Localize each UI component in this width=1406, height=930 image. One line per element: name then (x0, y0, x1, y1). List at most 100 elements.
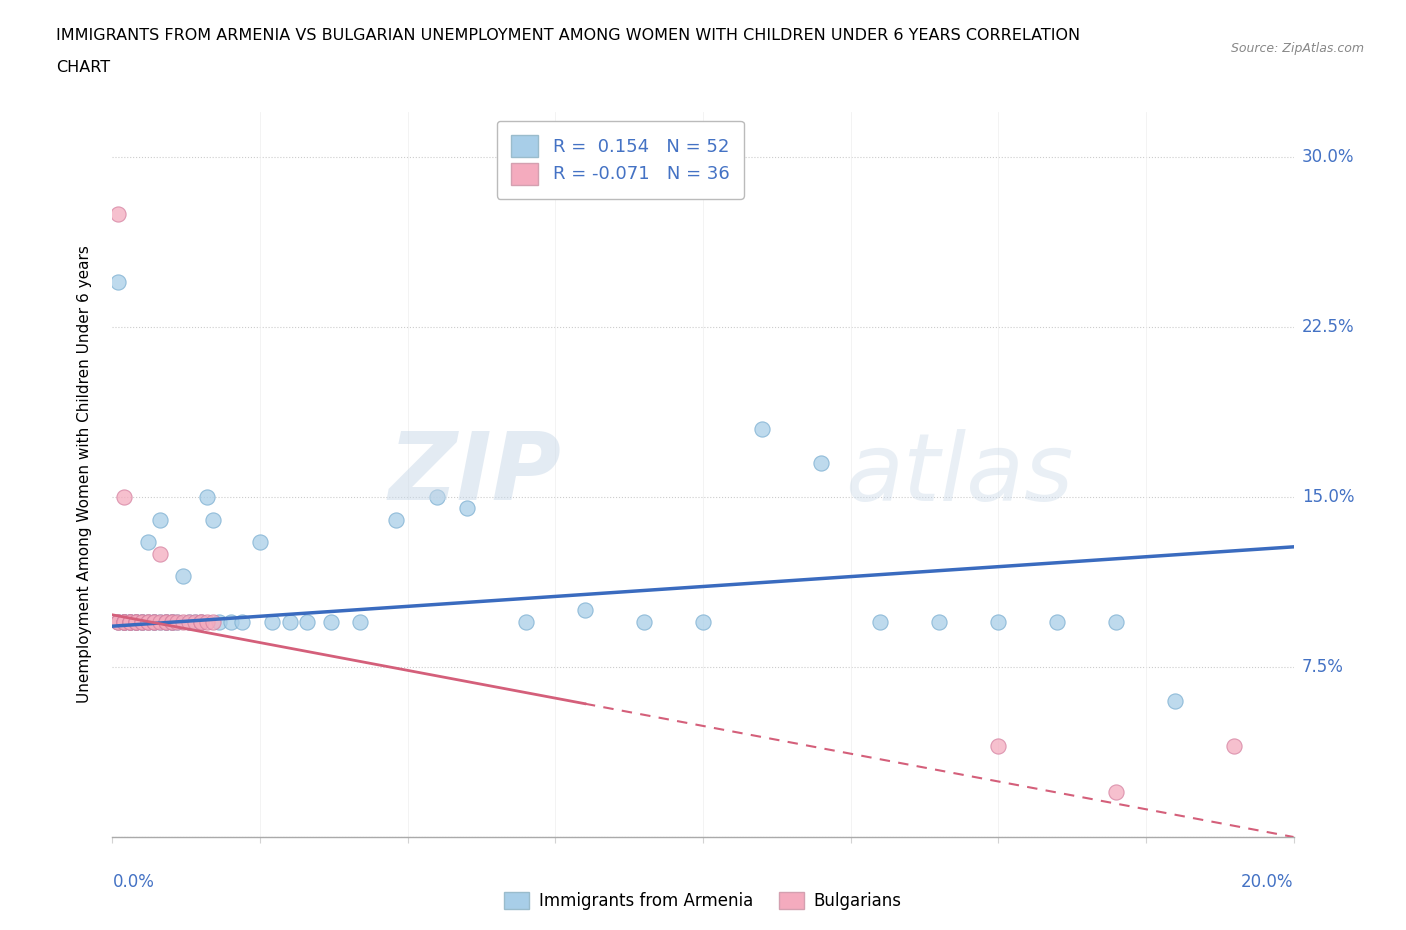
Point (120, 614, 142, 629)
Point (426, 489, 449, 504)
Point (260, 614, 283, 629)
Point (987, 738, 1010, 753)
Point (160, 614, 183, 629)
Point (515, 614, 537, 629)
Point (297, 614, 319, 629)
Point (1046, 614, 1069, 629)
Point (142, 614, 165, 629)
Point (179, 614, 201, 629)
Point (160, 614, 183, 629)
Point (155, 614, 177, 629)
Point (112, 614, 135, 629)
Point (125, 614, 148, 629)
Point (112, 614, 135, 629)
Point (107, 206, 129, 221)
Point (125, 614, 148, 629)
Point (112, 614, 135, 629)
Point (155, 614, 177, 629)
Point (184, 614, 207, 629)
Point (278, 614, 301, 629)
Text: ZIP: ZIP (388, 429, 561, 520)
Text: 7.5%: 7.5% (1302, 658, 1344, 676)
Text: IMMIGRANTS FROM ARMENIA VS BULGARIAN UNEMPLOYMENT AMONG WOMEN WITH CHILDREN UNDE: IMMIGRANTS FROM ARMENIA VS BULGARIAN UNE… (56, 28, 1080, 43)
Point (1105, 784, 1128, 799)
Text: 0.0%: 0.0% (112, 873, 155, 891)
Point (131, 614, 153, 629)
Point (179, 614, 201, 629)
Legend: Immigrants from Armenia, Bulgarians: Immigrants from Armenia, Bulgarians (498, 885, 908, 917)
Point (112, 489, 135, 504)
Point (1105, 614, 1128, 629)
Point (751, 421, 773, 436)
Point (149, 546, 172, 561)
Point (120, 614, 142, 629)
Point (160, 614, 183, 629)
Point (107, 274, 129, 289)
Point (160, 614, 183, 629)
Point (184, 614, 207, 629)
Point (120, 614, 142, 629)
Point (201, 614, 224, 629)
Point (385, 512, 408, 527)
Point (107, 614, 129, 629)
Point (201, 512, 224, 527)
Point (190, 614, 212, 629)
Point (112, 614, 135, 629)
Point (136, 535, 159, 550)
Point (155, 614, 177, 629)
Y-axis label: Unemployment Among Women with Children Under 6 years: Unemployment Among Women with Children U… (77, 246, 91, 703)
Point (1164, 694, 1187, 709)
Point (172, 614, 194, 629)
Point (120, 614, 142, 629)
Point (166, 614, 188, 629)
Text: Source: ZipAtlas.com: Source: ZipAtlas.com (1230, 42, 1364, 55)
Point (208, 614, 231, 629)
Point (195, 489, 218, 504)
Point (112, 614, 135, 629)
Text: 22.5%: 22.5% (1302, 318, 1354, 336)
Point (136, 614, 159, 629)
Point (107, 614, 129, 629)
Point (149, 614, 172, 629)
Point (574, 603, 596, 618)
Point (142, 614, 165, 629)
Point (107, 614, 129, 629)
Point (633, 614, 655, 629)
Point (928, 614, 950, 629)
Point (987, 614, 1010, 629)
Point (149, 614, 172, 629)
Point (219, 614, 242, 629)
Point (692, 614, 714, 629)
Point (810, 456, 832, 471)
Point (155, 614, 177, 629)
Point (190, 614, 212, 629)
Point (319, 614, 342, 629)
Point (249, 535, 271, 550)
Point (131, 614, 153, 629)
Point (869, 614, 891, 629)
Point (142, 614, 165, 629)
Point (125, 614, 148, 629)
Text: atlas: atlas (845, 429, 1073, 520)
Text: 30.0%: 30.0% (1302, 148, 1354, 166)
Text: 20.0%: 20.0% (1241, 873, 1294, 891)
Text: CHART: CHART (56, 60, 110, 75)
Point (190, 614, 212, 629)
Point (112, 614, 135, 629)
Point (120, 614, 142, 629)
Point (125, 614, 148, 629)
Point (142, 614, 165, 629)
Legend: R =  0.154   N = 52, R = -0.071   N = 36: R = 0.154 N = 52, R = -0.071 N = 36 (496, 121, 744, 199)
Point (231, 614, 253, 629)
Point (136, 614, 159, 629)
Point (149, 512, 172, 527)
Point (131, 614, 153, 629)
Point (456, 501, 478, 516)
Point (125, 614, 148, 629)
Point (136, 614, 159, 629)
Point (349, 614, 371, 629)
Point (172, 569, 194, 584)
Point (131, 614, 153, 629)
Point (166, 614, 188, 629)
Text: 15.0%: 15.0% (1302, 488, 1354, 506)
